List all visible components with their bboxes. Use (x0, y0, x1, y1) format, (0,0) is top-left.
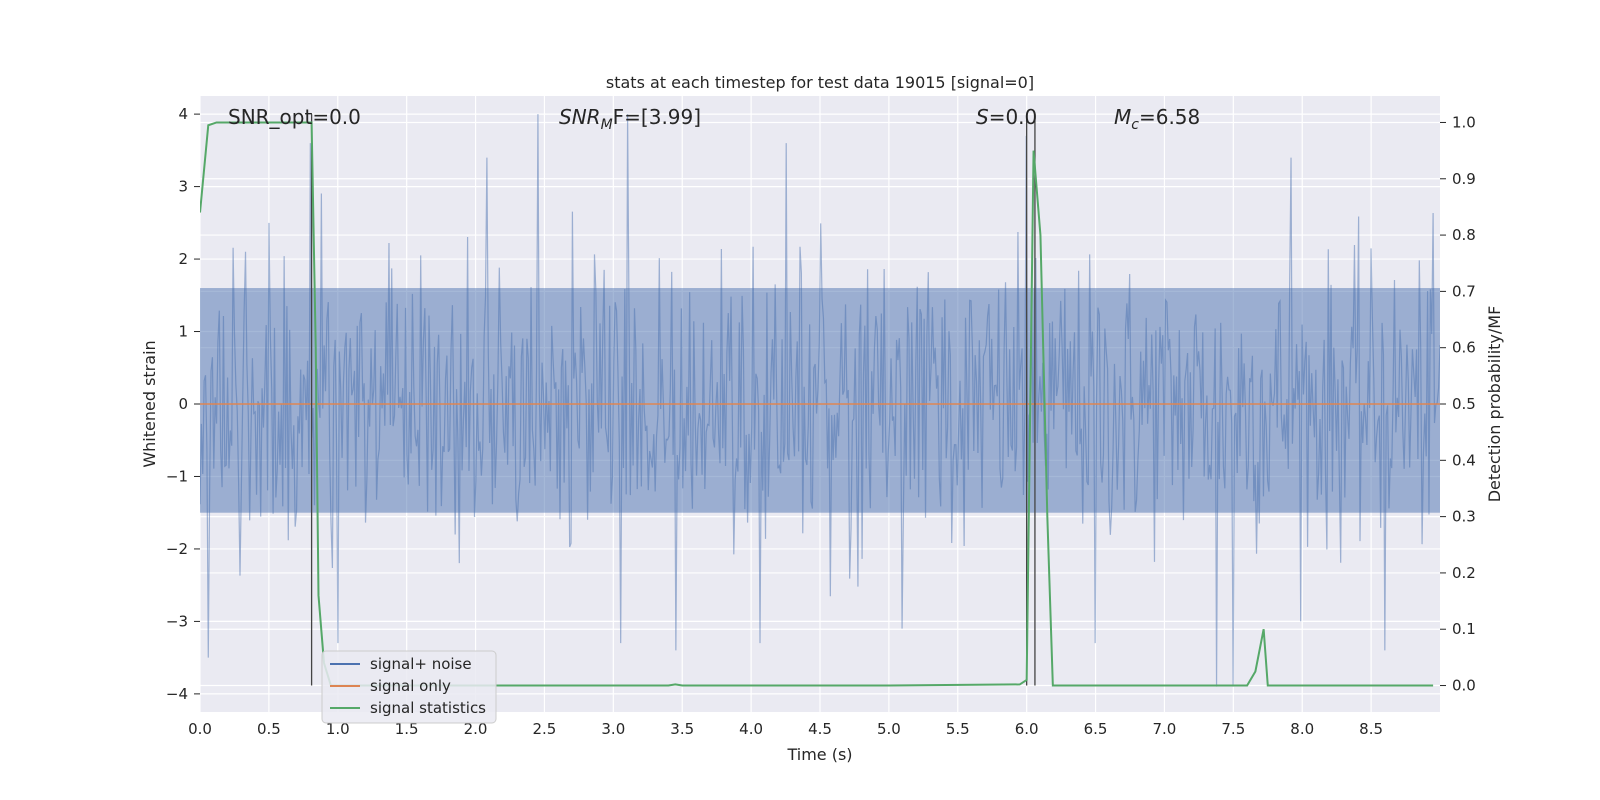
x-tick-label: 5.0 (877, 720, 901, 738)
y2-tick-label: 0.7 (1452, 282, 1476, 300)
y-tick-label: 0 (178, 395, 188, 413)
x-tick-label: 7.0 (1153, 720, 1177, 738)
plot-area (200, 114, 1440, 687)
y2-axis-label: Detection probability/MF (1485, 306, 1504, 503)
x-axis-label: Time (s) (786, 745, 852, 764)
y2-tick-label: 0.9 (1452, 170, 1476, 188)
annotation-mc-rest: =6.58 (1139, 105, 1200, 129)
y2-tick-label: 0.3 (1452, 508, 1476, 526)
y-tick-label: 3 (178, 178, 188, 196)
annotation-snr-opt: SNR_opt=0.0 (228, 105, 361, 129)
x-tick-label: 7.5 (1221, 720, 1245, 738)
annotation-mc-var: M (1114, 105, 1131, 129)
legend-label-signal-noise: signal+ noise (370, 655, 472, 673)
y-axis-label: Whitened strain (140, 340, 159, 467)
y2-tick-label: 0.6 (1452, 339, 1476, 357)
series-signal-statistics (200, 121, 1434, 687)
x-tick-label: 6.0 (1015, 720, 1039, 738)
x-tick-label: 8.5 (1359, 720, 1383, 738)
annotation-mc: Mc=6.58 (1114, 105, 1200, 133)
legend: signal+ noise signal only signal statist… (321, 650, 497, 724)
annotation-snr-mf-base: SNR (559, 105, 601, 129)
annotation-snr-mf-sub: M (601, 117, 613, 133)
annotation-s: S=0.0 (976, 105, 1037, 129)
x-tick-label: 4.0 (739, 720, 763, 738)
x-tick-label: 6.5 (1084, 720, 1108, 738)
x-tick-label: 5.5 (946, 720, 970, 738)
y2-tick-label: 1.0 (1452, 113, 1476, 131)
y-tick-label: −1 (166, 467, 188, 485)
x-tick-label: 1.0 (326, 720, 350, 738)
x-tick-label: 2.5 (533, 720, 557, 738)
x-tick-label: 3.5 (670, 720, 694, 738)
annotation-mc-sub: c (1131, 117, 1139, 133)
y2-tick-label: 0.8 (1452, 226, 1476, 244)
annotation-s-rest: =0.0 (989, 105, 1038, 129)
y2-tick-label: 0.1 (1452, 620, 1476, 638)
x-tick-label: 3.0 (601, 720, 625, 738)
chart-title: stats at each timestep for test data 190… (606, 73, 1034, 92)
annotation-snr-mf-rest: F=[3.99] (613, 105, 701, 129)
y-tick-label: 4 (178, 105, 188, 123)
y-tick-label: 1 (178, 323, 188, 341)
y-axis-right: 1.0 0.9 0.8 0.7 0.6 0.5 0.4 0.3 0.2 0.1 0.0 (1440, 113, 1476, 695)
y-tick-label: −3 (166, 612, 188, 630)
y-tick-label: −2 (166, 540, 188, 558)
legend-label-signal-statistics: signal statistics (370, 699, 486, 717)
x-tick-label: 0.5 (257, 720, 281, 738)
x-tick-label: 4.5 (808, 720, 832, 738)
x-tick-label: 8.0 (1290, 720, 1314, 738)
series-signal-noise (200, 114, 1440, 687)
legend-box (321, 650, 497, 724)
x-tick-label: 0.0 (188, 720, 212, 738)
annotation-snr-mf: SNRMF=[3.99] (559, 105, 701, 133)
legend-label-signal-only: signal only (370, 677, 451, 695)
x-tick-label: 2.0 (464, 720, 488, 738)
annotation-s-var: S (976, 105, 989, 129)
y2-tick-label: 0.5 (1452, 395, 1476, 413)
y2-tick-label: 0.4 (1452, 451, 1476, 469)
y2-tick-label: 0.2 (1452, 564, 1476, 582)
y-axis-left: 4 3 2 1 0 −1 −2 −3 −4 (166, 105, 200, 703)
y-tick-label: −4 (166, 685, 188, 703)
x-axis: 0.0 0.5 1.0 1.5 2.0 2.5 3.0 3.5 4.0 4.5 5.0 5.5 6.0 6… (188, 720, 1383, 738)
y-tick-label: 2 (178, 250, 188, 268)
y2-tick-label: 0.0 (1452, 677, 1476, 695)
x-tick-label: 1.5 (395, 720, 419, 738)
